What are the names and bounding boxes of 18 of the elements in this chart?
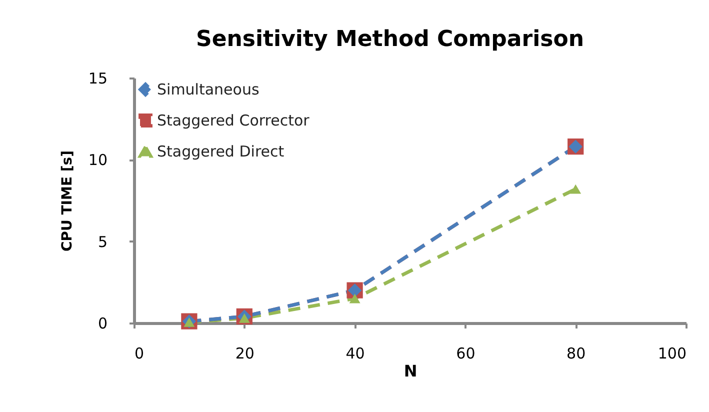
y-tick-label: 5 <box>98 232 108 251</box>
x-axis-title: N <box>404 362 418 380</box>
x-tick-label: 0 <box>134 344 144 362</box>
y-tick-label: 0 <box>98 314 108 332</box>
x-tick-label: 40 <box>346 344 365 362</box>
y-axis-title: CPU TIME [s] <box>59 150 76 252</box>
chart-title: Sensitivity Method Comparison <box>196 27 584 52</box>
y-tick-label: 10 <box>88 151 108 170</box>
x-tick-label: 80 <box>566 344 586 362</box>
x-tick-label: 60 <box>456 344 476 362</box>
x-tick-label: 20 <box>235 344 254 362</box>
legend-label: Staggered Corrector <box>157 112 310 130</box>
legend-label: Staggered Direct <box>157 142 284 160</box>
x-tick-label: 100 <box>658 344 686 362</box>
point <box>349 294 360 304</box>
point <box>570 184 582 194</box>
legend-label: Simultaneous <box>157 80 260 98</box>
y-tick-label: 15 <box>88 70 108 88</box>
